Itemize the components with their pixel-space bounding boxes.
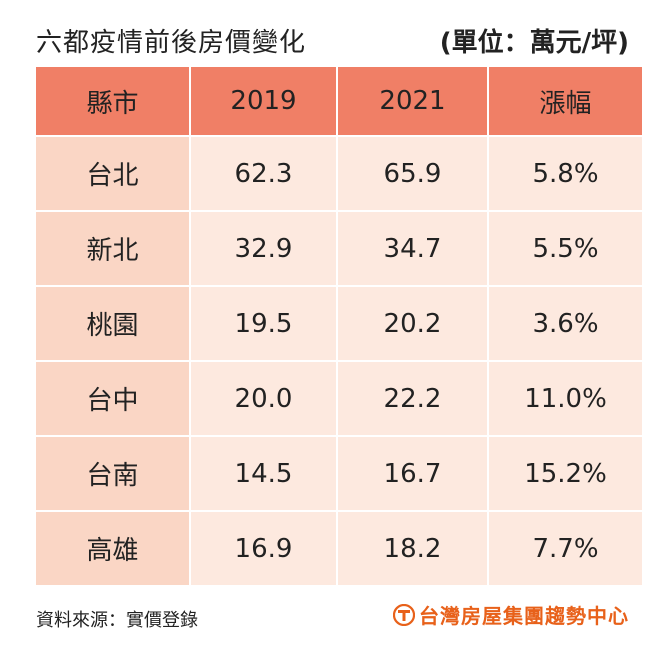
table-row: 台北 62.3 65.9 5.8% — [36, 137, 642, 212]
unit-label: (單位：萬元/坪) — [439, 28, 629, 58]
table-header-row: 縣市 2019 2021 漲幅 — [36, 67, 642, 137]
cell-2021: 16.7 — [338, 437, 489, 512]
header-2019: 2019 — [191, 67, 338, 137]
table-row: 新北 32.9 34.7 5.5% — [36, 212, 642, 287]
cell-rate: 7.7% — [489, 512, 642, 587]
cell-2021: 20.2 — [338, 287, 489, 362]
taiwan-realty-logo-icon — [392, 603, 416, 626]
table-row: 台中 20.0 22.2 11.0% — [36, 362, 642, 437]
cell-2019: 19.5 — [191, 287, 338, 362]
header-2021: 2021 — [338, 67, 489, 137]
header-city: 縣市 — [36, 67, 191, 137]
table-row: 桃園 19.5 20.2 3.6% — [36, 287, 642, 362]
brand-logo: 台灣房屋集團趨勢中心 — [392, 600, 629, 629]
cell-city: 桃園 — [36, 287, 191, 362]
cell-2021: 65.9 — [338, 137, 489, 212]
cell-rate: 15.2% — [489, 437, 642, 512]
price-table-container: 縣市 2019 2021 漲幅 台北 62.3 65.9 5.8% 新北 32.… — [36, 67, 642, 587]
cell-2019: 14.5 — [191, 437, 338, 512]
cell-rate: 3.6% — [489, 287, 642, 362]
cell-2021: 18.2 — [338, 512, 489, 587]
cell-rate: 5.5% — [489, 212, 642, 287]
cell-city: 台南 — [36, 437, 191, 512]
cell-2019: 32.9 — [191, 212, 338, 287]
cell-2021: 34.7 — [338, 212, 489, 287]
cell-city: 高雄 — [36, 512, 191, 587]
cell-2021: 22.2 — [338, 362, 489, 437]
cell-city: 台中 — [36, 362, 191, 437]
header-rate: 漲幅 — [489, 67, 642, 137]
table-row: 台南 14.5 16.7 15.2% — [36, 437, 642, 512]
source-note: 資料來源：實價登錄 — [36, 610, 198, 631]
cell-city: 新北 — [36, 212, 191, 287]
cell-city: 台北 — [36, 137, 191, 212]
cell-2019: 16.9 — [191, 512, 338, 587]
brand-name: 台灣房屋集團趨勢中心 — [419, 604, 629, 628]
chart-title: 六都疫情前後房價變化 — [36, 28, 307, 58]
table-row: 高雄 16.9 18.2 7.7% — [36, 512, 642, 587]
cell-2019: 20.0 — [191, 362, 338, 437]
cell-2019: 62.3 — [191, 137, 338, 212]
cell-rate: 5.8% — [489, 137, 642, 212]
price-table: 縣市 2019 2021 漲幅 台北 62.3 65.9 5.8% 新北 32.… — [36, 67, 642, 587]
cell-rate: 11.0% — [489, 362, 642, 437]
